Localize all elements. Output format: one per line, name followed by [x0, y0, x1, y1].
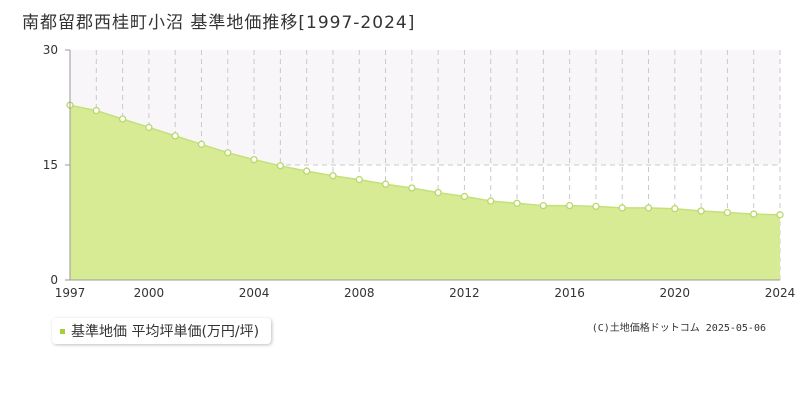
data-point [565, 201, 574, 210]
data-point [197, 140, 206, 148]
legend: 基準地価 平均坪単価(万円/坪) [52, 318, 272, 344]
data-point [250, 155, 258, 164]
x-tick-label: 2000 [134, 286, 165, 300]
series-markers [66, 101, 784, 219]
x-tick-label: 2008 [344, 286, 375, 300]
x-tick-label: 2024 [765, 286, 796, 300]
x-tick-label: 1997 [55, 286, 86, 300]
data-point [145, 123, 153, 132]
data-point [460, 192, 469, 201]
x-tick-label: 2020 [660, 286, 691, 300]
data-point [644, 204, 653, 212]
data-point [118, 115, 127, 123]
data-point [697, 207, 705, 215]
data-point [539, 201, 547, 210]
data-point [618, 204, 626, 212]
data-point [329, 172, 337, 180]
data-point [171, 132, 179, 140]
x-tick-label: 2016 [554, 286, 585, 300]
data-point [592, 202, 600, 211]
x-tick-label: 2004 [239, 286, 270, 300]
legend-label: 基準地価 平均坪単価(万円/坪) [71, 324, 260, 340]
data-point [303, 167, 311, 175]
data-point [355, 175, 363, 184]
chart-area: 0 15 30 1997 2000 2004 2008 2012 2016 2020 2024 [43, 43, 796, 300]
x-tick-labels: 1997 2000 2004 2008 2012 2016 2020 2024 [55, 286, 796, 300]
legend-swatch [60, 328, 65, 334]
data-point [276, 162, 285, 170]
data-point [224, 149, 232, 157]
y-tick-label: 30 [43, 43, 58, 57]
data-point [92, 106, 100, 115]
series-line [69, 104, 781, 216]
data-point [487, 197, 495, 205]
data-point [750, 210, 758, 218]
chart-title: 南都留郡西桂町小沼 基準地価推移[1997-2024] [22, 13, 416, 33]
data-point [723, 208, 732, 217]
x-tick-label: 2012 [449, 286, 480, 300]
data-point [513, 199, 521, 207]
y-tick-label: 0 [50, 273, 58, 287]
data-point [381, 180, 390, 188]
data-point [671, 205, 679, 213]
series-area [70, 105, 780, 280]
copyright: (C)土地価格ドットコム 2025-05-06 [591, 323, 766, 334]
data-point [434, 188, 442, 197]
y-tick-label: 15 [43, 158, 58, 172]
data-point [408, 184, 416, 192]
y-tick-labels: 0 15 30 [43, 43, 70, 287]
data-point [776, 211, 784, 219]
